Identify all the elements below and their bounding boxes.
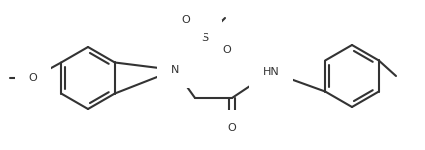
Text: O: O [228, 123, 236, 133]
Text: N: N [171, 65, 179, 75]
Text: S: S [201, 33, 209, 43]
Text: O: O [28, 73, 37, 83]
Text: O: O [223, 45, 231, 55]
Text: HN: HN [263, 67, 279, 77]
Text: O: O [181, 15, 190, 25]
